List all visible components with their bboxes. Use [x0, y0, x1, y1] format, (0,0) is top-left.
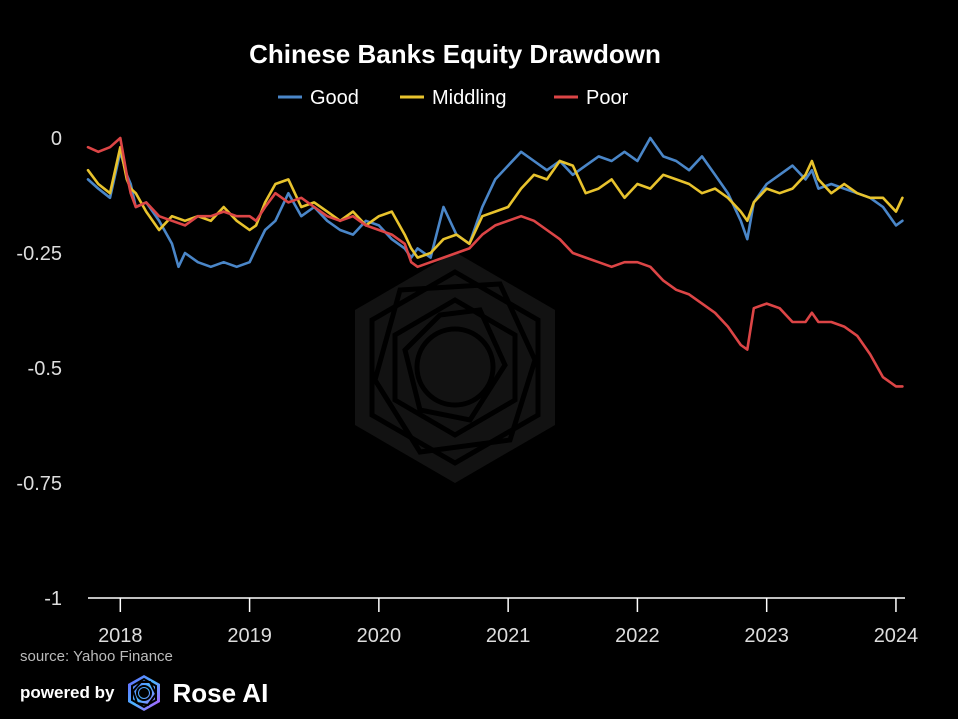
source-note: source: Yahoo Finance [20, 648, 173, 665]
x-tick-label: 2021 [486, 625, 531, 647]
legend-label: Good [310, 87, 359, 109]
powered-by-label: powered by [20, 683, 115, 702]
series-line-middling [86, 145, 904, 259]
y-tick-label: -1 [44, 588, 62, 610]
y-tick-label: -0.5 [28, 358, 62, 380]
x-tick-label: 2024 [874, 625, 919, 647]
brand-name: Rose AI [172, 677, 269, 708]
x-tick-label: 2020 [357, 625, 402, 647]
x-tick-label: 2023 [744, 625, 789, 647]
x-tick-label: 2018 [98, 625, 143, 647]
rose-ai-logo-icon [128, 675, 161, 711]
x-tick-label: 2022 [615, 625, 660, 647]
legend-label: Poor [586, 87, 629, 109]
legend: Good Middling Poor [278, 87, 629, 109]
y-tick-label: -0.25 [16, 243, 62, 265]
series-lines [86, 136, 904, 388]
watermark-logo [355, 252, 555, 483]
chart-title: Chinese Banks Equity Drawdown [249, 39, 661, 69]
powered-by-footer: powered by Rose AI [20, 672, 268, 714]
series-line-good [86, 136, 904, 269]
y-tick-label: 0 [51, 128, 62, 150]
x-axis-ticks: 2018 2019 2020 2021 2022 2023 2024 [98, 598, 918, 647]
legend-label: Middling [432, 87, 506, 109]
y-axis-ticks: 0 -0.25 -0.5 -0.75 -1 [16, 128, 62, 610]
x-tick-label: 2019 [227, 625, 272, 647]
line-chart: Chinese Banks Equity Drawdown Good Middli… [16, 39, 918, 647]
y-tick-label: -0.75 [16, 473, 62, 495]
series-line-poor [86, 136, 904, 388]
